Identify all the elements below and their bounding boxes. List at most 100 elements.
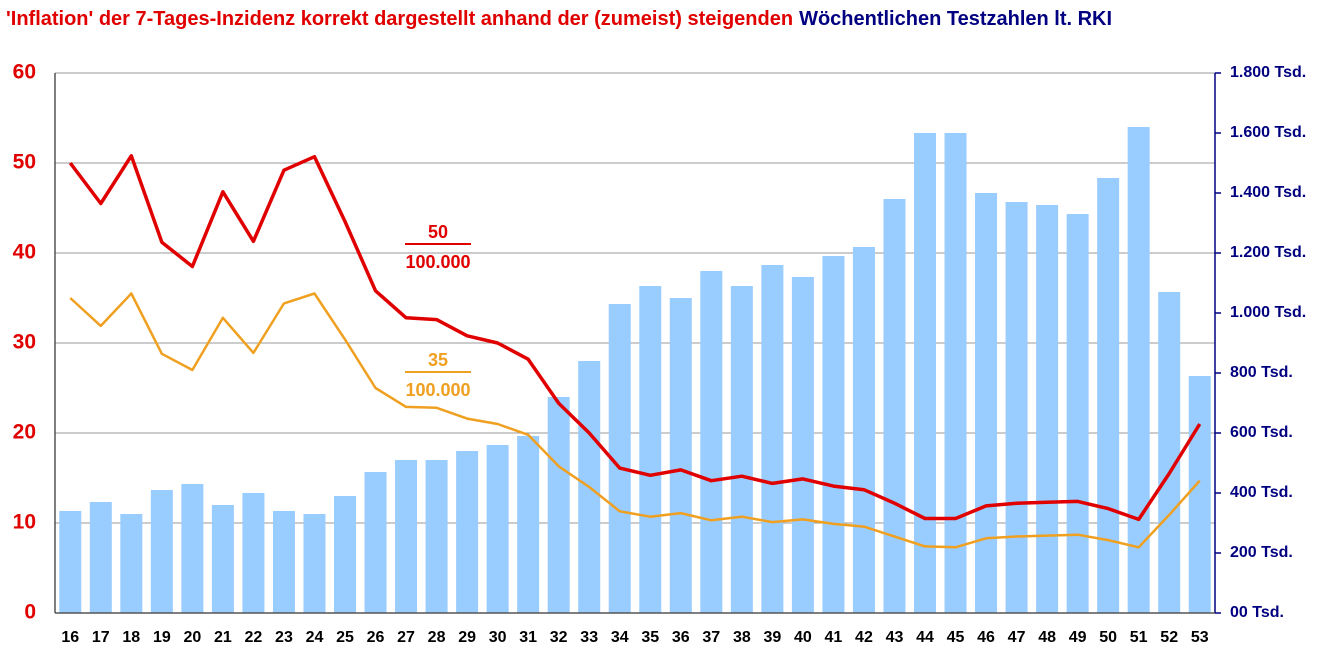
x-tick-label: 16 (61, 629, 79, 646)
x-tick-label: 48 (1038, 629, 1056, 646)
x-tick-label: 25 (336, 629, 354, 646)
x-tick-label: 46 (977, 629, 995, 646)
bar (1005, 202, 1028, 613)
annotation-numerator: 35 (428, 350, 448, 370)
x-tick-label: 50 (1099, 629, 1117, 646)
bar (1097, 178, 1120, 613)
x-tick-label: 44 (916, 629, 934, 646)
y-tick-label: 50 (13, 151, 36, 174)
x-tick-label: 45 (947, 629, 965, 646)
x-tick-label: 22 (245, 629, 263, 646)
bar (791, 277, 814, 613)
annotation-numerator: 50 (428, 222, 448, 242)
x-tick-label: 29 (458, 629, 476, 646)
bar (89, 502, 112, 613)
x-tick-label: 52 (1160, 629, 1178, 646)
bar (120, 514, 143, 613)
x-tick-label: 27 (397, 629, 415, 646)
y2-tick-label: 1.200 Tsd. (1230, 244, 1306, 261)
bar (1127, 127, 1150, 613)
bar (761, 265, 784, 613)
y-tick-label: 30 (13, 331, 36, 354)
bar (975, 193, 998, 613)
bar (272, 511, 295, 613)
bar (700, 271, 723, 613)
bar (1036, 205, 1059, 613)
x-tick-label: 24 (306, 629, 324, 646)
x-tick-label: 20 (183, 629, 201, 646)
title-part: 'Inflation' der 7-Tages-Inzidenz korrekt… (6, 8, 793, 30)
y-tick-label: 10 (13, 511, 36, 534)
bar (303, 514, 326, 613)
x-tick-label: 39 (763, 629, 781, 646)
x-tick-label: 19 (153, 629, 171, 646)
bar (883, 199, 906, 613)
x-tick-label: 26 (367, 629, 385, 646)
y2-tick-label: 00 Tsd. (1230, 604, 1284, 621)
bar (914, 133, 936, 613)
bar (669, 298, 692, 613)
y2-tick-label: 400 Tsd. (1230, 484, 1293, 501)
title-part: Wöchentlichen Testzahlen lt. RKI (799, 8, 1112, 30)
line (68, 154, 1202, 522)
bar (364, 472, 387, 613)
bar (639, 286, 662, 613)
x-tick-label: 32 (550, 629, 568, 646)
annotation-denominator: 100.000 (405, 252, 470, 272)
y2-tick-label: 200 Tsd. (1230, 544, 1293, 561)
bar (1158, 292, 1181, 613)
x-tick-label: 18 (122, 629, 140, 646)
y2-tick-label: 1.400 Tsd. (1230, 184, 1306, 201)
bar (395, 460, 418, 613)
x-tick-label: 41 (825, 629, 843, 646)
bar (1188, 376, 1211, 613)
x-tick-label: 37 (702, 629, 720, 646)
bar (150, 490, 173, 613)
y2-tick-label: 1.600 Tsd. (1230, 124, 1306, 141)
x-tick-label: 53 (1191, 629, 1209, 646)
x-tick-label: 43 (886, 629, 904, 646)
bar (211, 505, 234, 613)
bar (181, 484, 204, 613)
x-tick-label: 36 (672, 629, 690, 646)
y-tick-label: 40 (13, 241, 36, 264)
x-tick-label: 34 (611, 629, 629, 646)
x-tick-label: 21 (214, 629, 232, 646)
y-tick-label: 0 (24, 601, 36, 624)
annotation-denominator: 100.000 (405, 380, 470, 400)
y-tick-label: 60 (13, 61, 36, 84)
chart-title: 'Inflation' der 7-Tages-Inzidenz korrekt… (6, 8, 1112, 30)
x-tick-label: 23 (275, 629, 293, 646)
y-tick-label: 20 (13, 421, 36, 444)
x-tick-label: 35 (641, 629, 659, 646)
bar (1066, 214, 1089, 613)
bar (334, 496, 356, 613)
bar (59, 511, 82, 613)
y2-tick-label: 1.800 Tsd. (1230, 64, 1306, 81)
x-tick-label: 47 (1008, 629, 1026, 646)
x-tick-label: 31 (519, 629, 537, 646)
x-tick-label: 51 (1130, 629, 1148, 646)
x-tick-label: 33 (580, 629, 598, 646)
bar (547, 397, 570, 613)
x-tick-label: 38 (733, 629, 751, 646)
bar (608, 304, 631, 613)
x-tick-label: 42 (855, 629, 873, 646)
bar (456, 451, 479, 613)
y2-tick-label: 600 Tsd. (1230, 424, 1293, 441)
bar (944, 133, 967, 613)
x-tick-label: 40 (794, 629, 812, 646)
x-tick-label: 17 (92, 629, 110, 646)
x-tick-label: 49 (1069, 629, 1087, 646)
bar (486, 445, 509, 613)
bar (852, 247, 875, 613)
line (69, 292, 1201, 549)
y2-tick-label: 1.000 Tsd. (1230, 304, 1306, 321)
bar (425, 460, 448, 613)
bar (822, 256, 845, 613)
bar (242, 493, 265, 613)
x-tick-label: 30 (489, 629, 507, 646)
bar (730, 286, 753, 613)
y2-tick-label: 800 Tsd. (1230, 364, 1293, 381)
